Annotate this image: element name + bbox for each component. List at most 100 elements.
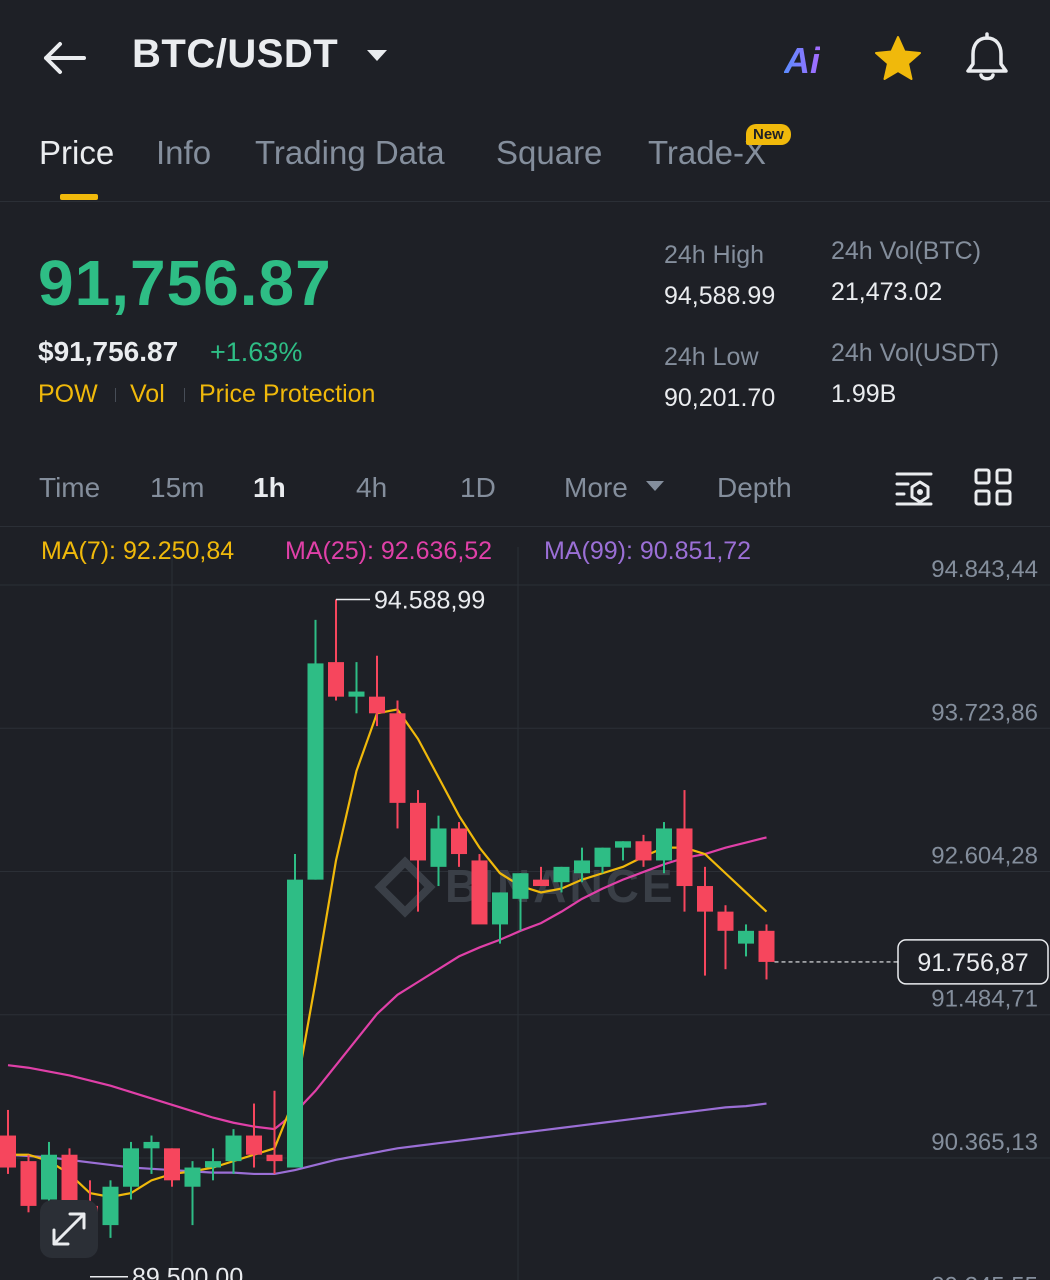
candle-body — [656, 828, 672, 861]
candle-body — [369, 696, 385, 714]
candle — [492, 892, 508, 944]
stat-24h-vol-btc-label: 24h Vol(BTC) — [831, 237, 982, 265]
chart-grid — [0, 547, 1050, 1280]
candle-body — [553, 866, 570, 883]
active-tab-indicator — [60, 194, 98, 200]
interval-depth[interactable]: Depth — [717, 472, 792, 503]
candle-body — [717, 911, 734, 931]
ma7-legend: MA(7): 92.250,84 — [41, 537, 235, 565]
candle — [20, 1154, 37, 1213]
candle — [697, 866, 713, 976]
y-tick-label: 91.484,71 — [931, 986, 1038, 1013]
favorite-star-icon[interactable] — [872, 34, 924, 84]
candle — [287, 854, 303, 1168]
high-marker-label: 94.588,99 — [374, 587, 485, 615]
candle — [205, 1148, 221, 1181]
back-arrow-icon[interactable] — [40, 38, 86, 78]
candle-body — [164, 1148, 180, 1181]
stat-24h-vol-usdt: 1.99B — [831, 380, 897, 408]
watermark-logo-icon — [374, 856, 436, 918]
candle-body — [410, 802, 426, 861]
last-price-label: 91.756,87 — [917, 949, 1028, 977]
last-price: 91,756.87 — [38, 247, 332, 319]
price-markers: 94.588,99 89.500,00 91.756,87 — [90, 587, 1049, 1280]
candle — [553, 866, 570, 893]
y-tick-label: 92.604,28 — [931, 843, 1038, 870]
candle — [123, 1141, 139, 1200]
interval-time[interactable]: Time — [39, 472, 101, 503]
tab-info[interactable]: Info — [156, 134, 212, 171]
candle — [266, 1090, 283, 1174]
layout-grid-icon[interactable] — [974, 468, 1012, 506]
candle — [717, 905, 734, 970]
ma25-line — [7, 836, 767, 1131]
candle — [184, 1161, 201, 1226]
candle — [594, 847, 611, 874]
tab-trading-data[interactable]: Trading Data — [255, 134, 445, 171]
candle — [102, 1180, 119, 1238]
candle-body — [389, 713, 406, 803]
candle — [143, 1135, 160, 1174]
notification-bell-icon[interactable] — [962, 32, 1012, 84]
candle — [512, 873, 529, 931]
pair-title[interactable]: BTC/USDT — [132, 32, 339, 76]
interval-15m[interactable]: 15m — [150, 472, 205, 503]
candle — [369, 655, 385, 727]
candle — [348, 662, 365, 714]
candle — [307, 619, 324, 880]
tag-pow[interactable]: POW — [38, 380, 98, 408]
tab-price[interactable]: Price — [39, 134, 115, 171]
pair-dropdown-icon[interactable] — [365, 48, 389, 64]
y-tick-label: 90.365,13 — [931, 1129, 1038, 1156]
candle-body — [184, 1167, 201, 1187]
candle-body — [512, 873, 529, 899]
candle — [676, 790, 693, 912]
more-dropdown-icon[interactable] — [645, 480, 665, 492]
candlestick-chart[interactable]: BINANCE 94.843,4493.723,8692.604,2891.48… — [0, 527, 1050, 1280]
candle-body — [492, 892, 508, 925]
candle — [246, 1103, 262, 1168]
candle-body — [20, 1161, 37, 1206]
tag-separator — [184, 388, 185, 402]
y-tick-label: 89.245,55 — [931, 1272, 1038, 1280]
fullscreen-button[interactable] — [40, 1200, 98, 1258]
interval-more[interactable]: More — [564, 472, 628, 503]
tag-price-protection[interactable]: Price Protection — [199, 380, 376, 408]
divider — [0, 201, 1050, 202]
candle-body — [697, 886, 713, 912]
candle-body — [225, 1135, 242, 1162]
candle-body — [307, 663, 324, 880]
candle-body — [676, 828, 693, 887]
interval-4h[interactable]: 4h — [356, 472, 388, 503]
candle — [430, 815, 447, 887]
usd-price: $91,756.87 — [38, 336, 179, 367]
indicator-settings-icon[interactable] — [894, 470, 934, 506]
candle-body — [102, 1186, 119, 1226]
last-price-box — [897, 939, 1049, 985]
stat-24h-low-label: 24h Low — [664, 343, 759, 371]
interval-1d[interactable]: 1D — [460, 472, 496, 503]
candle-body — [574, 860, 590, 874]
candle-body — [430, 828, 447, 867]
candle-body — [738, 930, 754, 944]
divider — [0, 526, 1050, 527]
stat-24h-low: 90,201.70 — [664, 384, 776, 412]
candle-body — [205, 1161, 221, 1168]
low-marker-label: 89.500,00 — [132, 1264, 243, 1280]
candle — [164, 1148, 180, 1187]
stat-24h-high-label: 24h High — [664, 241, 765, 269]
tag-vol[interactable]: Vol — [130, 380, 165, 408]
candle — [615, 841, 631, 861]
candle-body — [328, 662, 344, 697]
candle — [738, 924, 754, 957]
candle-body — [123, 1148, 139, 1187]
ai-button[interactable]: Ai — [784, 40, 820, 81]
tab-square[interactable]: Square — [496, 134, 603, 171]
price-change: +1.63% — [210, 337, 303, 367]
candle-body — [451, 828, 467, 855]
interval-1h[interactable]: 1h — [253, 472, 286, 503]
candle-body — [635, 841, 652, 861]
candle-body — [758, 930, 775, 962]
candle-body — [348, 691, 365, 697]
candle-body — [615, 841, 631, 848]
